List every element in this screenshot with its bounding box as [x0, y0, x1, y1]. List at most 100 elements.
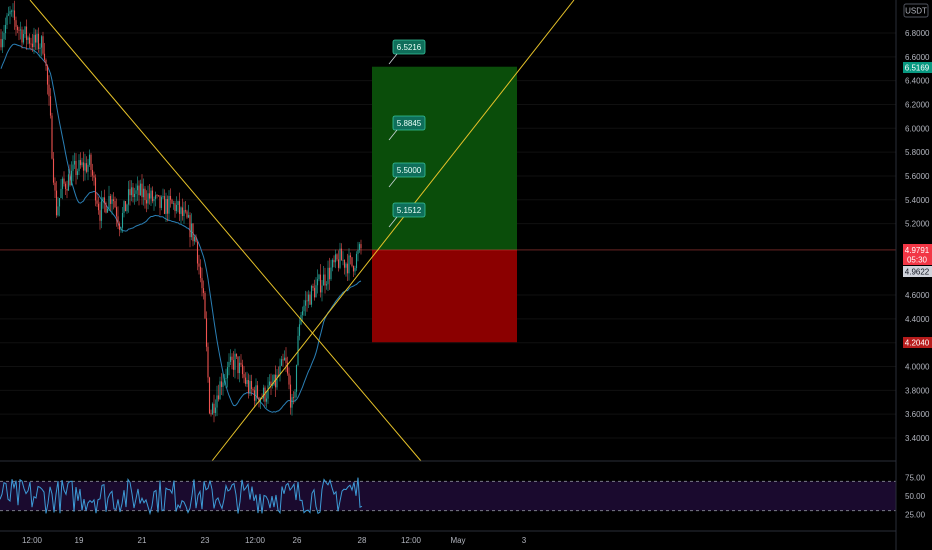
candle-body	[244, 377, 247, 384]
candle-body	[43, 53, 46, 60]
candle-body	[297, 335, 299, 365]
candle-body	[340, 248, 343, 261]
candle-body	[283, 357, 286, 361]
candle-body	[112, 199, 115, 202]
candle-body	[343, 259, 346, 268]
candle-body	[196, 241, 199, 264]
time-tick-label: 3	[522, 536, 527, 545]
price-notes[interactable]: 6.5216 5.8845 5.5000 5.1512	[388, 39, 426, 228]
candle-body	[102, 197, 104, 201]
candle-body	[70, 170, 73, 186]
candle-body	[156, 195, 158, 197]
candle-body	[280, 359, 283, 366]
candle-body	[222, 382, 224, 387]
candle-body	[109, 196, 112, 204]
candle-body	[75, 160, 77, 175]
ascending-trendline[interactable]	[211, 0, 575, 462]
candle-body	[123, 201, 125, 214]
candle-body	[3, 33, 5, 40]
time-tick-label: 12:00	[22, 536, 43, 545]
secondary-price-tag: 4.9622	[903, 266, 932, 277]
candle-body	[163, 196, 166, 214]
candle-body	[135, 190, 137, 194]
candle-body	[279, 365, 281, 376]
price-tick-label: 6.8000	[905, 29, 930, 38]
candle-body	[235, 353, 238, 357]
candle-body	[49, 96, 52, 116]
candle-body	[213, 403, 215, 413]
candle-body	[199, 266, 202, 279]
loss-zone[interactable]	[372, 249, 517, 343]
candle-body	[166, 199, 169, 214]
candle-body	[234, 353, 236, 370]
candle-body	[133, 193, 136, 198]
candle-body	[201, 278, 203, 289]
price-note-box	[392, 115, 426, 131]
candle-body	[159, 195, 161, 208]
candle-body	[351, 257, 353, 267]
candle-body	[258, 397, 260, 403]
candle-body	[66, 188, 68, 191]
candle-body	[241, 364, 244, 375]
candle-body	[273, 374, 275, 385]
candle-body	[121, 213, 124, 228]
candle-body	[295, 365, 298, 392]
descending-trendline[interactable]	[29, 0, 422, 462]
candle-body	[261, 398, 263, 400]
candle-body	[141, 183, 143, 198]
candle-body	[355, 253, 358, 269]
candle-body	[118, 223, 121, 230]
price-note[interactable]: 5.1512	[388, 202, 426, 228]
candle-body	[127, 189, 130, 205]
price-tick-label: 6.6000	[905, 53, 930, 62]
candle-body	[36, 33, 38, 43]
price-tick-label: 5.2000	[905, 220, 930, 229]
candle-body	[52, 158, 55, 183]
candle-body	[150, 190, 152, 199]
candle-body	[145, 200, 148, 204]
price-note[interactable]: 5.5000	[388, 162, 426, 188]
price-tick-label: 5.6000	[905, 172, 930, 181]
price-tick-label: 5.4000	[905, 196, 930, 205]
candle-body	[330, 267, 332, 280]
candle-body	[286, 362, 289, 374]
candle-body	[132, 187, 134, 198]
candle-body	[354, 268, 356, 272]
candle-body	[346, 263, 349, 274]
rsi-line[interactable]	[0, 477, 363, 516]
candle-body	[267, 385, 269, 399]
candle-body	[259, 398, 262, 403]
price-note-pointer	[388, 176, 398, 188]
candlestick-series[interactable]	[0, 0, 362, 423]
candle-body	[54, 182, 56, 191]
candle-body	[217, 395, 220, 400]
candle-body	[0, 38, 2, 48]
candle-body	[114, 201, 116, 208]
candle-body	[216, 395, 218, 408]
candle-body	[142, 188, 145, 198]
candle-body	[303, 305, 305, 312]
candle-body	[268, 381, 271, 386]
candle-body	[334, 254, 337, 263]
candle-body	[147, 193, 149, 204]
secondary-tag-label: 4.9622	[905, 268, 930, 277]
profit-zone[interactable]	[372, 66, 517, 250]
price-note-label: 6.5216	[397, 43, 422, 52]
candle-body	[55, 190, 58, 216]
candle-body	[274, 374, 277, 388]
candle-body	[180, 207, 182, 214]
candle-body	[57, 206, 59, 216]
price-tick-label: 4.0000	[905, 363, 930, 372]
price-note[interactable]: 5.8845	[388, 115, 426, 141]
price-note[interactable]: 6.5216	[388, 39, 426, 65]
price-axis-ticks: 6.8000 6.6000 6.4000 6.2000 6.0000 5.8000 5.60…	[905, 29, 930, 443]
candle-body	[129, 189, 131, 196]
candle-body	[207, 346, 209, 378]
time-axis[interactable]: 12:00 19 21 23 12:00 26 28 12:00 May 3	[22, 536, 527, 545]
candle-body	[144, 188, 146, 201]
moving-average-line[interactable]	[0, 43, 362, 413]
candle-body	[327, 267, 329, 285]
time-tick-label: 21	[138, 536, 147, 545]
currency-label-box[interactable]	[903, 3, 929, 18]
